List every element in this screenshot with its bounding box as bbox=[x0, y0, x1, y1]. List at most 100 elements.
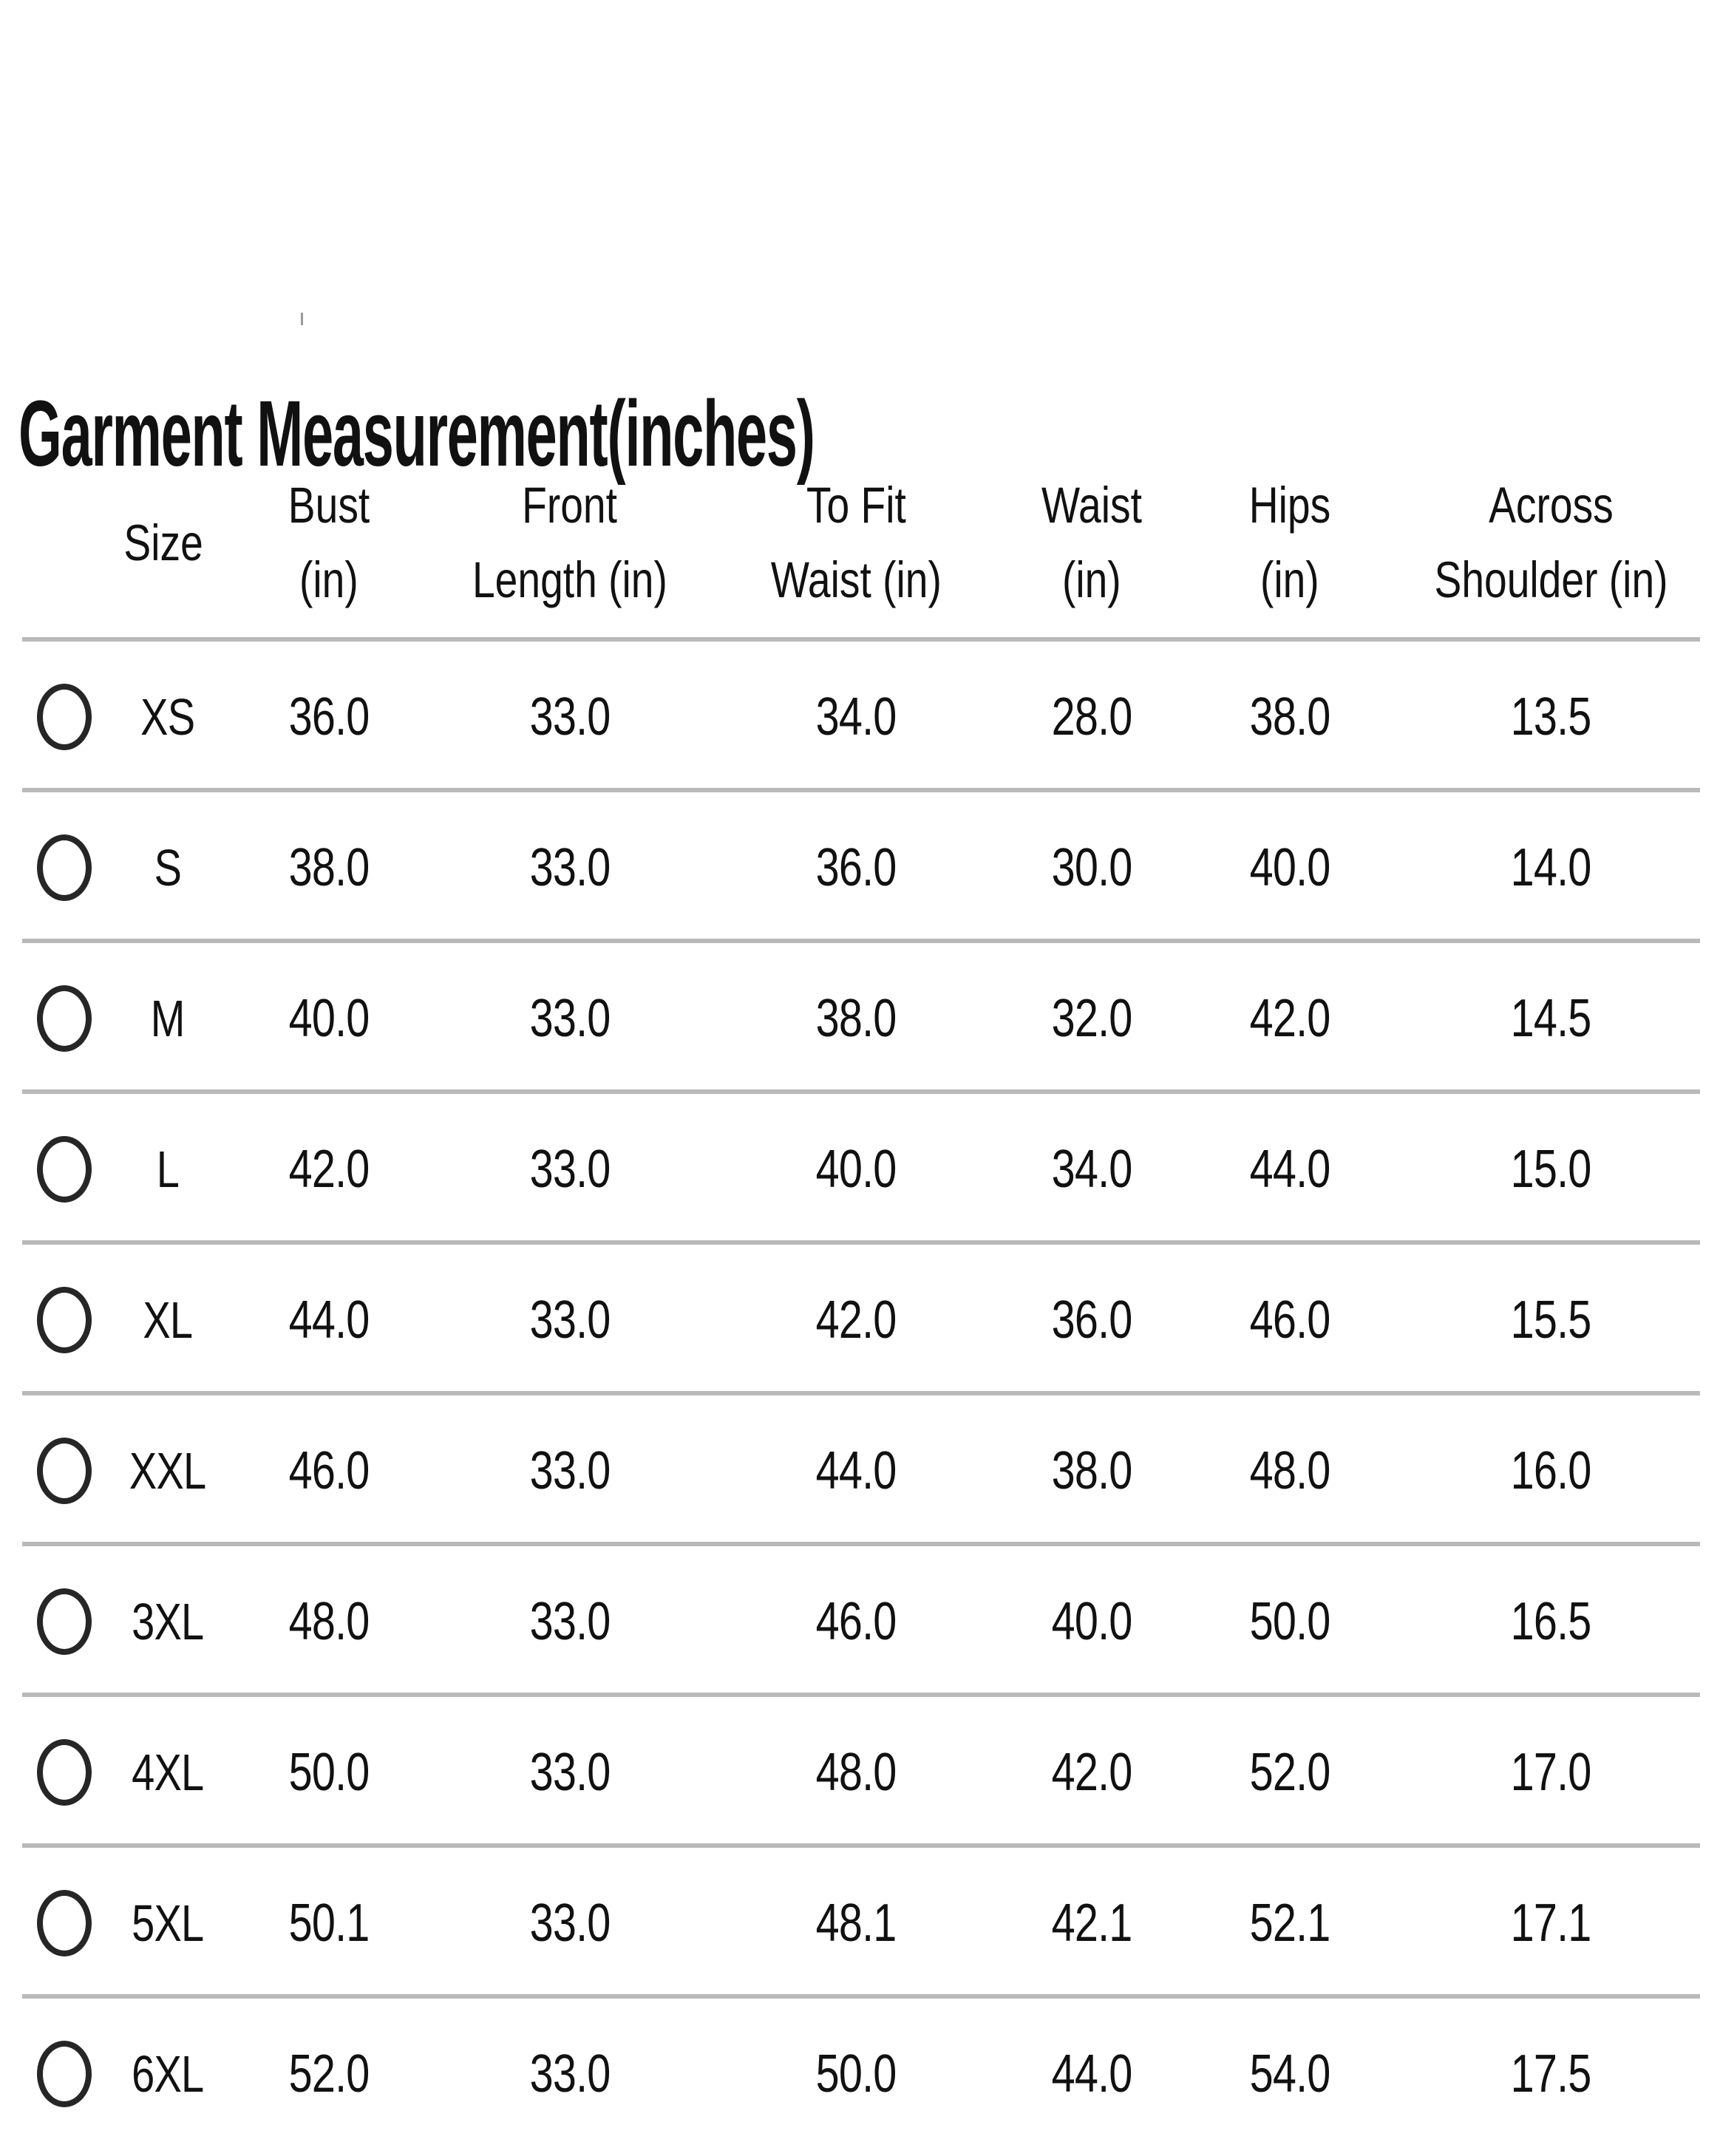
size-row[interactable]: M 40.0 33.0 38.0 32.0 42.0 14.5 bbox=[0, 943, 1720, 1094]
size-row[interactable]: L 42.0 33.0 40.0 34.0 44.0 15.0 bbox=[0, 1094, 1720, 1245]
size-label: S bbox=[154, 839, 182, 897]
front-length-value: 33.0 bbox=[529, 2044, 611, 2104]
waist-value: 32.0 bbox=[1051, 989, 1133, 1048]
page-title-text: Garment Measurement(inches) bbox=[18, 381, 815, 486]
hips-value: 50.0 bbox=[1249, 1592, 1331, 1651]
size-label: XXL bbox=[129, 1442, 206, 1500]
size-cell[interactable]: L bbox=[0, 1094, 244, 1245]
page-title: Garment Measurement(inches) bbox=[18, 387, 1345, 480]
table-header-row: Size Bust (in) Front Length (in) To Fit Wai… bbox=[0, 443, 1720, 642]
across-shoulder-value: 15.0 bbox=[1511, 1140, 1592, 1199]
to-fit-waist-value: 40.0 bbox=[815, 1140, 897, 1199]
column-header-across-shoulder: Across Shoulder (in) bbox=[1434, 477, 1668, 608]
to-fit-waist-value: 36.0 bbox=[815, 838, 897, 897]
size-cell[interactable]: XXL bbox=[0, 1395, 244, 1546]
to-fit-waist-value: 34.0 bbox=[815, 687, 897, 747]
size-row[interactable]: 5XL 50.1 33.0 48.1 42.1 52.1 17.1 bbox=[0, 1848, 1720, 1999]
size-cell[interactable]: 3XL bbox=[0, 1546, 244, 1697]
across-shoulder-value: 15.5 bbox=[1511, 1290, 1592, 1350]
size-label: 3XL bbox=[132, 1593, 204, 1650]
to-fit-waist-value: 48.1 bbox=[815, 1894, 897, 1953]
bust-value: 50.0 bbox=[288, 1743, 370, 1802]
across-shoulder-value: 14.5 bbox=[1511, 989, 1592, 1048]
size-row[interactable]: XS 36.0 33.0 34.0 28.0 38.0 13.5 bbox=[0, 642, 1720, 792]
size-row[interactable]: 4XL 50.0 33.0 48.0 42.0 52.0 17.0 bbox=[0, 1697, 1720, 1848]
front-length-value: 33.0 bbox=[529, 1441, 611, 1500]
across-shoulder-value: 17.1 bbox=[1511, 1894, 1592, 1953]
size-radio-button[interactable] bbox=[37, 1287, 92, 1353]
bust-value: 46.0 bbox=[288, 1441, 370, 1500]
size-cell[interactable]: 6XL bbox=[0, 1999, 244, 2149]
size-row[interactable]: 6XL 52.0 33.0 50.0 44.0 54.0 17.5 bbox=[0, 1999, 1720, 2149]
to-fit-waist-value: 44.0 bbox=[815, 1441, 897, 1500]
size-radio-button[interactable] bbox=[37, 1890, 92, 1956]
size-radio-button[interactable] bbox=[37, 834, 92, 901]
bust-value: 50.1 bbox=[288, 1894, 370, 1953]
bust-value: 48.0 bbox=[288, 1592, 370, 1651]
size-label: 4XL bbox=[132, 1744, 204, 1801]
hips-value: 52.0 bbox=[1249, 1743, 1331, 1802]
hips-value: 44.0 bbox=[1249, 1140, 1331, 1199]
size-label: 5XL bbox=[132, 1894, 204, 1952]
front-length-value: 33.0 bbox=[529, 1894, 611, 1953]
waist-value: 40.0 bbox=[1051, 1592, 1133, 1651]
to-fit-waist-value: 50.0 bbox=[815, 2044, 897, 2104]
front-length-value: 33.0 bbox=[529, 838, 611, 897]
size-radio-button[interactable] bbox=[37, 2041, 92, 2107]
across-shoulder-value: 17.5 bbox=[1511, 2044, 1592, 2104]
hips-value: 40.0 bbox=[1249, 838, 1331, 897]
front-length-value: 33.0 bbox=[529, 989, 611, 1048]
size-label: XL bbox=[143, 1291, 194, 1349]
waist-value: 42.1 bbox=[1051, 1894, 1133, 1953]
hips-value: 52.1 bbox=[1249, 1894, 1331, 1953]
across-shoulder-value: 16.0 bbox=[1511, 1441, 1592, 1500]
front-length-value: 33.0 bbox=[529, 1592, 611, 1651]
waist-value: 30.0 bbox=[1051, 838, 1133, 897]
front-length-value: 33.0 bbox=[529, 1140, 611, 1199]
waist-value: 42.0 bbox=[1051, 1743, 1133, 1802]
front-length-value: 33.0 bbox=[529, 1290, 611, 1350]
size-row[interactable]: XXL 46.0 33.0 44.0 38.0 48.0 16.0 bbox=[0, 1395, 1720, 1546]
to-fit-waist-value: 46.0 bbox=[815, 1592, 897, 1651]
waist-value: 36.0 bbox=[1051, 1290, 1133, 1350]
waist-value: 38.0 bbox=[1051, 1441, 1133, 1500]
table-body: XS 36.0 33.0 34.0 28.0 38.0 13.5 S 38.0 … bbox=[0, 642, 1720, 2149]
across-shoulder-value: 17.0 bbox=[1511, 1743, 1592, 1802]
size-cell[interactable]: 5XL bbox=[0, 1848, 244, 1999]
size-cell[interactable]: XL bbox=[0, 1245, 244, 1395]
bust-value: 44.0 bbox=[288, 1290, 370, 1350]
bust-value: 36.0 bbox=[288, 687, 370, 747]
to-fit-waist-value: 42.0 bbox=[815, 1290, 897, 1350]
size-radio-button[interactable] bbox=[37, 1136, 92, 1203]
size-label: L bbox=[156, 1140, 180, 1198]
size-label: 6XL bbox=[132, 2045, 204, 2103]
stray-mark bbox=[301, 313, 303, 325]
size-cell[interactable]: M bbox=[0, 943, 244, 1094]
hips-value: 42.0 bbox=[1249, 989, 1331, 1048]
bust-value: 38.0 bbox=[288, 838, 370, 897]
size-cell[interactable]: S bbox=[0, 792, 244, 943]
size-row[interactable]: XL 44.0 33.0 42.0 36.0 46.0 15.5 bbox=[0, 1245, 1720, 1395]
waist-value: 34.0 bbox=[1051, 1140, 1133, 1199]
size-cell[interactable]: XS bbox=[0, 642, 244, 792]
size-radio-button[interactable] bbox=[37, 985, 92, 1052]
size-row[interactable]: S 38.0 33.0 36.0 30.0 40.0 14.0 bbox=[0, 792, 1720, 943]
size-label: XS bbox=[140, 688, 195, 746]
to-fit-waist-value: 48.0 bbox=[815, 1743, 897, 1802]
size-radio-button[interactable] bbox=[37, 684, 92, 750]
across-shoulder-value: 16.5 bbox=[1511, 1592, 1592, 1651]
size-row[interactable]: 3XL 48.0 33.0 46.0 40.0 50.0 16.5 bbox=[0, 1546, 1720, 1697]
across-shoulder-value: 13.5 bbox=[1511, 687, 1592, 747]
size-radio-button[interactable] bbox=[37, 1588, 92, 1655]
column-header-size: Size bbox=[123, 514, 203, 571]
size-radio-button[interactable] bbox=[37, 1438, 92, 1504]
column-header-front-length: Front Length (in) bbox=[472, 477, 667, 608]
to-fit-waist-value: 38.0 bbox=[815, 989, 897, 1048]
front-length-value: 33.0 bbox=[529, 687, 611, 747]
size-radio-button[interactable] bbox=[37, 1739, 92, 1806]
bust-value: 52.0 bbox=[288, 2044, 370, 2104]
size-cell[interactable]: 4XL bbox=[0, 1697, 244, 1848]
waist-value: 28.0 bbox=[1051, 687, 1133, 747]
hips-value: 54.0 bbox=[1249, 2044, 1331, 2104]
waist-value: 44.0 bbox=[1051, 2044, 1133, 2104]
